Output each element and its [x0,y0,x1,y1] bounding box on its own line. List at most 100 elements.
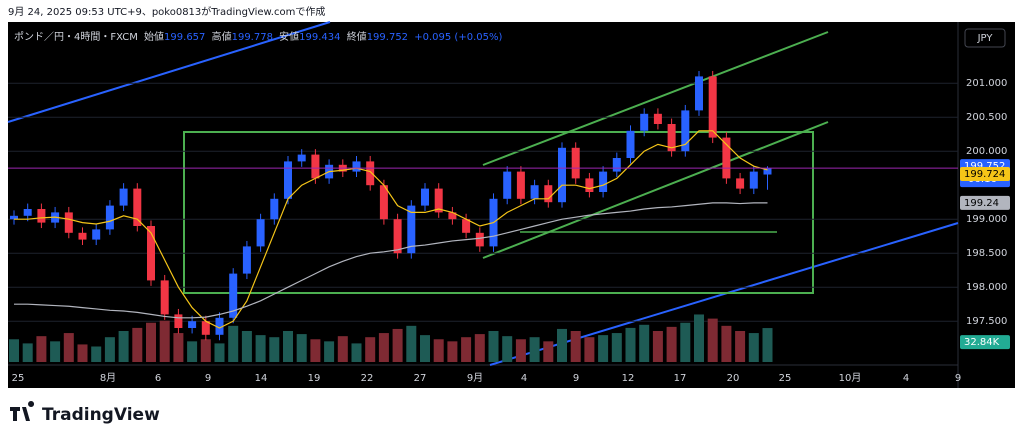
candle-body [297,154,306,162]
volume-bar [50,341,61,362]
volume-bar [173,333,184,362]
volume-bar [337,336,348,362]
price-label: 199.752 [964,161,1005,172]
x-tick-label: 9 [573,373,579,384]
x-tick-label: 4 [903,373,909,384]
candle-body [407,205,416,254]
volume-bar [762,328,773,362]
candle-body [571,147,580,179]
candle-body [119,188,128,206]
volume-bar [680,322,691,362]
x-tick-label: 9月 [467,372,483,384]
volume-bar [9,339,19,362]
volume-bar [543,341,554,362]
volume-bar [625,327,636,362]
volume-label: 32.84K [964,337,1000,348]
ma-label-bg [960,195,1010,210]
candle-body [626,130,635,158]
range-box [183,131,814,294]
legend-label: 安値 [279,30,299,43]
y-tick-label: 198.500 [966,248,1007,259]
candle-body [544,185,553,203]
volume-bar [118,331,129,362]
candle-body [242,246,251,274]
candle-body [708,76,717,138]
volume-bar [146,322,156,362]
volume-bar [611,333,622,362]
volume-bar [187,341,198,362]
candle-body [695,76,703,111]
legend-value: 199.778 [232,32,273,43]
candle-body [229,273,238,318]
candle-body [558,147,566,203]
volume-bar [77,344,88,362]
legend-change: +0.095 (+0.05%) [414,32,502,43]
candle-body [256,219,265,247]
volume-bar [529,337,540,362]
moving-average [14,130,768,329]
candle-body [530,185,539,199]
volume-bar [104,337,115,362]
volume-bar [748,333,759,362]
volume-bar [447,341,458,362]
candle-body [147,226,155,281]
currency[interactable]: JPY [977,33,994,44]
volume-bar [570,331,581,362]
x-tick-label: 22 [361,373,374,384]
candle-body [681,110,690,152]
ma-label-bg [960,166,1010,181]
ma-label: 199.724 [964,169,1005,180]
volume-bar [63,333,74,362]
candle-body [393,219,402,254]
candle-body [201,321,210,335]
candle-body [10,215,18,220]
candle-body [503,171,512,199]
volume-bar [365,337,376,362]
candle-body [284,161,292,199]
volume-bar [474,334,485,362]
candle-body [585,178,594,192]
x-tick-label: 9 [955,373,961,384]
candle-body [188,321,197,328]
candle-body [215,317,224,335]
volume-bar [296,334,307,362]
volume-bar [200,339,211,362]
volume-bar [461,337,472,362]
volume-bar [666,326,677,362]
volume-bar [598,335,609,362]
y-tick-label: 201.000 [966,78,1007,89]
candle-body [92,229,101,240]
y-tick-label: 199.000 [966,214,1007,225]
volume-label-bg [960,335,1010,350]
candle-body [366,161,375,186]
volume-bar [652,331,663,362]
y-tick-label: 200.000 [966,146,1007,157]
candle-body [653,113,662,124]
candle-body [64,212,73,233]
x-tick-label: 4 [521,373,527,384]
currency-button[interactable] [964,28,1006,48]
logo-icon [10,401,35,421]
volume-bar [515,339,526,362]
legend-label: 高値 [212,30,232,43]
x-tick-label: 9 [205,373,211,384]
volume-bar [639,324,650,362]
candle-body [599,171,608,192]
volume-bar [735,331,746,362]
volume-bar [488,331,499,362]
volume-bar [557,328,567,362]
candle-body [434,188,443,213]
volume-bar [255,335,266,362]
candle-body [763,168,772,175]
volume-bar [420,335,430,362]
candle-body [160,280,169,315]
candle-body [270,198,279,220]
candle-body [722,137,731,179]
volume-bar [214,343,225,362]
marks [8,70,958,362]
legend-value: 199.657 [164,32,205,43]
candle-body [612,158,621,172]
channel-line [482,121,829,259]
